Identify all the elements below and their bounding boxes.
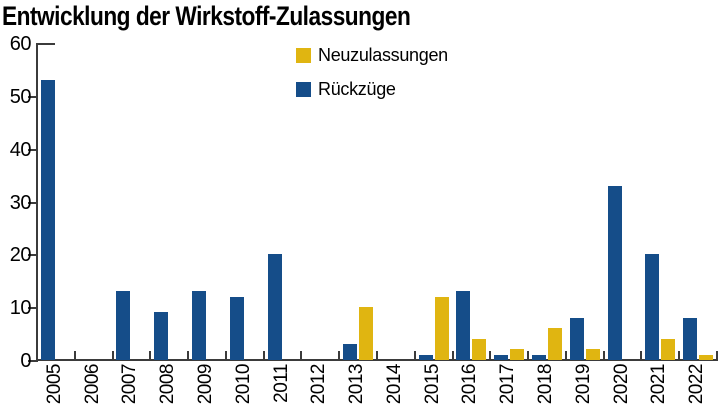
x-tick: [300, 351, 303, 359]
legend-label-rueckzuege: Rückzüge: [318, 79, 396, 99]
bar-rckzge-2009: [192, 291, 206, 360]
bar-rckzge-2016: [456, 291, 470, 360]
y-axis-tick-label: 20: [9, 244, 32, 267]
bar-rckzge-2017: [494, 355, 508, 360]
legend: Neuzulassungen Rückzüge: [296, 45, 448, 113]
y-tick-top-cap: [36, 43, 55, 45]
y-axis-tick-label: 0: [20, 350, 31, 372]
chart-title: Entwicklung der Wirkstoff-Zulassungen: [2, 1, 411, 31]
bar-neuzulassungen-2013: [359, 307, 373, 360]
x-tick: [73, 351, 76, 359]
x-axis-tick-label: 2013: [346, 364, 367, 405]
bar-neuzulassungen-2022: [699, 355, 713, 360]
y-tick: [28, 254, 36, 257]
bar-neuzulassungen-2019: [586, 349, 600, 360]
bar-rckzge-2020: [608, 186, 622, 360]
bar-rckzge-2005: [41, 80, 55, 360]
x-tick: [149, 351, 152, 359]
bar-neuzulassungen-2018: [548, 328, 562, 360]
x-tick: [111, 351, 114, 359]
bar-rckzge-2007: [116, 291, 130, 360]
x-axis-tick-label: 2011: [271, 364, 292, 403]
bar-rckzge-2011: [268, 254, 282, 360]
x-axis-tick-label: 2006: [82, 364, 103, 405]
x-axis-tick-label: 2007: [119, 364, 140, 405]
x-axis-tick-label: 2015: [422, 364, 443, 405]
bar-rckzge-2008: [154, 312, 168, 360]
bar-rckzge-2015: [419, 355, 433, 360]
x-tick: [187, 351, 190, 359]
legend-swatch-rueckzuege-icon: [296, 82, 311, 97]
x-tick: [224, 351, 227, 359]
y-axis-tick-label: 30: [9, 191, 32, 214]
x-axis-tick-label: 2022: [686, 364, 707, 405]
x-tick: [376, 351, 378, 359]
bar-rckzge-2019: [570, 318, 584, 360]
x-tick: [678, 351, 681, 359]
x-tick: [602, 351, 605, 359]
x-axis-tick-label: 2020: [611, 364, 632, 405]
y-tick: [28, 95, 36, 98]
x-axis-tick-label: 2008: [157, 364, 178, 405]
y-tick: [28, 148, 36, 151]
y-axis-tick-label: 10: [9, 297, 32, 320]
x-axis-tick-label: 2017: [497, 364, 518, 405]
x-axis-tick-label: 2019: [573, 364, 594, 405]
y-axis-tick-label: 50: [9, 85, 32, 108]
bar-rckzge-2018: [532, 355, 546, 360]
x-axis-line: [36, 359, 718, 361]
x-axis-tick-label: 2016: [459, 364, 480, 405]
legend-label-neuzulassungen: Neuzulassungen: [318, 45, 448, 65]
x-axis-tick-label: 2021: [648, 364, 669, 405]
x-tick: [527, 351, 530, 359]
bar-neuzulassungen-2017: [510, 349, 524, 360]
x-tick: [413, 351, 416, 359]
x-tick: [640, 351, 643, 359]
x-axis-tick-label: 2005: [44, 364, 65, 405]
x-axis-tick-label: 2010: [233, 364, 254, 405]
x-tick: [716, 351, 718, 359]
bar-neuzulassungen-2016: [472, 339, 486, 360]
y-tick: [28, 360, 36, 362]
bar-rckzge-2010: [230, 297, 244, 360]
bar-neuzulassungen-2021: [661, 339, 675, 360]
bar-rckzge-2013: [343, 344, 357, 360]
legend-item-neuzulassungen: Neuzulassungen: [296, 45, 448, 66]
y-tick: [28, 307, 36, 310]
legend-item-rueckzuege: Rückzüge: [296, 79, 448, 100]
x-tick: [262, 351, 265, 359]
y-axis-tick-label: 40: [9, 138, 32, 161]
x-tick: [338, 351, 341, 359]
x-tick: [489, 351, 492, 359]
legend-swatch-neuzulassungen-icon: [296, 48, 311, 63]
y-axis-tick-label: 60: [9, 33, 32, 55]
bar-rckzge-2021: [645, 254, 659, 360]
x-axis-tick-label: 2009: [195, 364, 216, 405]
x-tick: [451, 351, 454, 359]
bar-rckzge-2022: [683, 318, 697, 360]
x-axis-tick-label: 2018: [535, 364, 556, 405]
y-tick: [28, 201, 36, 204]
bar-neuzulassungen-2015: [435, 297, 449, 360]
x-axis-tick-label: 2014: [384, 364, 405, 405]
y-axis-line: [36, 43, 38, 362]
x-axis-tick-label: 2012: [308, 364, 329, 405]
x-tick: [564, 351, 567, 359]
